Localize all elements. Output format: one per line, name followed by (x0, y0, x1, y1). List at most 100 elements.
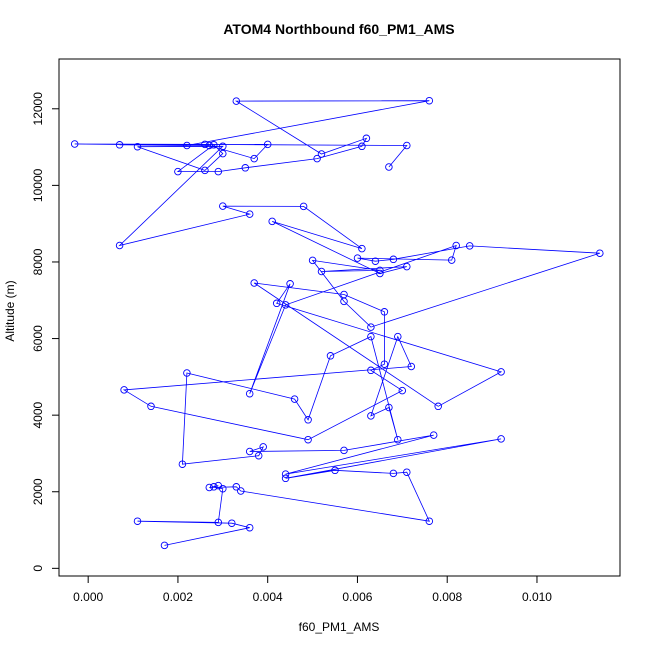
x-tick-label: 0.000 (73, 590, 103, 604)
data-point (385, 163, 393, 171)
x-tick-label: 0.008 (432, 590, 462, 604)
data-point (178, 460, 187, 468)
data-point (290, 395, 299, 403)
data-point (228, 519, 236, 527)
data-point (465, 242, 474, 250)
data-point (394, 435, 402, 444)
y-tick-label: 6000 (31, 325, 45, 352)
data-point (201, 166, 209, 175)
data-point (160, 541, 169, 550)
data-point (389, 469, 398, 478)
data-point (250, 279, 258, 287)
data-point (403, 141, 411, 150)
data-point (299, 202, 308, 211)
data-point (214, 167, 223, 176)
data-point (376, 269, 384, 278)
data-point (497, 435, 505, 443)
data-point (183, 369, 191, 377)
data-point (250, 154, 258, 163)
data-point (115, 141, 124, 149)
x-axis: 0.000 0.002 0.004 0.006 0.008 0.010 (73, 575, 552, 604)
data-point (317, 150, 326, 158)
data-point (429, 431, 438, 439)
y-tick-label: 4000 (31, 401, 45, 428)
data-point (237, 487, 245, 495)
data-point (245, 210, 254, 218)
data-point (380, 308, 389, 316)
data-point (304, 416, 312, 424)
data-point (232, 97, 241, 105)
data-point (308, 256, 317, 265)
data-point (205, 483, 214, 492)
data-point (425, 96, 434, 105)
y-tick-label: 12000 (31, 92, 45, 126)
x-axis-label: f60_PM1_AMS (299, 620, 380, 634)
data-point (259, 443, 267, 451)
x-tick-label: 0.004 (253, 590, 283, 604)
data-point (174, 167, 182, 176)
data-point (367, 412, 375, 420)
data-point (232, 483, 241, 491)
data-point (219, 202, 227, 210)
data-point (407, 362, 416, 371)
data-point (210, 483, 218, 491)
data-point (353, 254, 362, 262)
x-tick-label: 0.002 (163, 590, 193, 604)
data-point (403, 468, 411, 476)
data-point (340, 297, 348, 306)
data-point (254, 451, 263, 460)
data-point (219, 142, 227, 151)
data-point (326, 352, 335, 360)
data-point (183, 141, 191, 150)
data-point (268, 217, 276, 226)
data-point (147, 402, 155, 411)
data-point (340, 446, 348, 455)
data-point (447, 256, 456, 264)
y-tick-label: 0 (31, 565, 45, 572)
data-point (201, 140, 209, 149)
data-point (394, 332, 402, 341)
data-point (362, 134, 371, 143)
data-point (205, 141, 214, 150)
series-line (74, 100, 600, 546)
data-point (133, 142, 142, 151)
data-point (398, 386, 407, 395)
data-point (425, 517, 434, 525)
data-point (115, 241, 124, 250)
data-point (286, 280, 294, 288)
data-point (389, 255, 398, 264)
data-point (219, 149, 227, 158)
data-point (380, 360, 389, 368)
data-point (452, 241, 460, 250)
data-point (596, 249, 604, 257)
y-axis: 0 2000 4000 6000 8000 10000 12000 (31, 92, 60, 572)
data-point (214, 481, 223, 490)
data-point (304, 435, 312, 444)
data-series (70, 96, 604, 550)
data-point (214, 518, 223, 527)
data-point (313, 154, 321, 163)
y-axis-label: Altitude (m) (3, 280, 17, 341)
data-point (245, 447, 254, 456)
data-point (434, 402, 442, 411)
data-point (245, 389, 254, 398)
y-tick-label: 10000 (31, 168, 45, 202)
data-point (367, 366, 375, 375)
data-point (210, 141, 218, 149)
data-point (367, 332, 375, 341)
data-point (331, 466, 339, 475)
y-tick-label: 8000 (31, 248, 45, 275)
data-point (385, 403, 393, 412)
chart-title: ATOM4 Northbound f60_PM1_AMS (223, 21, 454, 37)
data-point (245, 523, 254, 532)
data-point (403, 262, 411, 271)
x-tick-label: 0.006 (342, 590, 372, 604)
data-point (241, 164, 250, 172)
y-tick-label: 2000 (31, 478, 45, 505)
data-point (281, 301, 290, 309)
data-point (358, 244, 366, 253)
data-point (272, 299, 281, 308)
data-point (281, 470, 290, 478)
